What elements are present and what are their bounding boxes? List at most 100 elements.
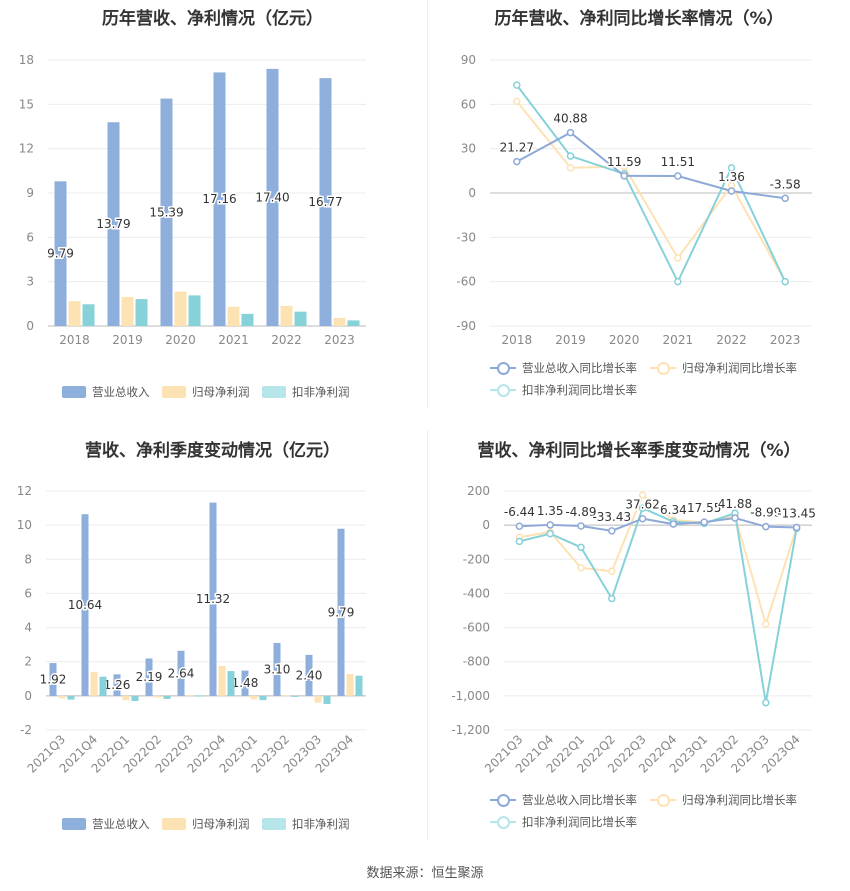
- legend-item-deducted-growth[interactable]: 扣非净利润同比增长率: [490, 814, 637, 830]
- legend-item-deducted-net[interactable]: 扣非净利润: [262, 384, 350, 400]
- legend-item-revenue-growth[interactable]: 营业总收入同比增长率: [490, 792, 637, 808]
- data-point: [731, 514, 739, 522]
- data-point: [577, 564, 585, 572]
- quarterly-revenue-profit-chart: 营收、净利季度变动情况（亿元） -2 0 2 4 6 8 10 12 2021Q3 2021Q4 2…: [0, 430, 425, 840]
- bar: [113, 674, 121, 696]
- data-label: 1.35: [537, 504, 564, 518]
- legend-label: 扣非净利润同比增长率: [522, 383, 637, 397]
- data-label: 1.36: [718, 170, 745, 184]
- y-tick-label: -600: [463, 621, 490, 635]
- y-tick-label: 6: [26, 230, 34, 244]
- bar: [282, 695, 290, 697]
- legend-swatch: [650, 794, 676, 807]
- x-tick-label: 2018: [59, 333, 90, 347]
- bar: [67, 695, 75, 700]
- bar: [323, 695, 331, 705]
- legend-swatch: [162, 818, 186, 830]
- data-point: [546, 529, 554, 538]
- chart-title: 营收、净利季度变动情况（亿元）: [85, 441, 340, 461]
- legend-label: 营业总收入: [92, 817, 150, 831]
- bar: [174, 291, 187, 326]
- data-label: 21.27: [500, 141, 534, 155]
- panel-divider: [427, 0, 428, 408]
- data-label: 40.88: [553, 112, 587, 126]
- y-tick-label: 8: [24, 552, 32, 566]
- data-label: 6.34: [660, 503, 687, 517]
- data-point: [620, 172, 628, 180]
- bar: [90, 671, 98, 696]
- bar: [280, 305, 293, 326]
- bar: [291, 695, 299, 697]
- data-label: 11.51: [661, 155, 695, 169]
- bar: [154, 695, 162, 698]
- legend-swatch: [490, 794, 516, 807]
- data-label: -3.58: [770, 177, 801, 191]
- x-tick-label: 2018: [502, 333, 533, 347]
- chart-plot: -20246810122021Q32021Q42022Q12022Q22022Q…: [17, 484, 366, 776]
- data-point: [762, 698, 770, 707]
- bar: [319, 78, 332, 326]
- legend-item-deducted-net[interactable]: 扣非净利润: [262, 816, 350, 832]
- bar: [259, 695, 267, 701]
- data-point: [608, 567, 616, 575]
- data-label: 15.39: [149, 205, 183, 219]
- data-point: [781, 277, 789, 286]
- legend-swatch: [62, 818, 86, 830]
- data-point: [566, 164, 575, 172]
- data-point: [513, 81, 521, 89]
- data-label: 11.32: [196, 592, 230, 606]
- legend-item-parent-growth[interactable]: 归母净利润同比增长率: [650, 360, 797, 376]
- bar: [188, 295, 201, 326]
- chart-legend: 营业总收入 归母净利润 扣非净利润: [0, 384, 425, 400]
- data-label: 13.79: [96, 217, 130, 231]
- bar: [131, 695, 139, 701]
- legend-item-deducted-growth[interactable]: 扣非净利润同比增长率: [490, 382, 637, 398]
- data-point: [515, 537, 524, 546]
- x-tick-label: 2020: [165, 333, 196, 347]
- data-point: [638, 491, 647, 500]
- chart-legend: 营业总收入 归母净利润 扣非净利润: [0, 816, 425, 832]
- bar: [227, 671, 235, 696]
- y-tick-label: 9: [26, 186, 34, 200]
- bar: [266, 68, 279, 326]
- data-label: 41.88: [718, 497, 752, 511]
- series-line: [516, 131, 786, 200]
- legend-item-revenue[interactable]: 营业总收入: [62, 384, 150, 400]
- legend-item-parent-growth[interactable]: 归母净利润同比增长率: [650, 792, 797, 808]
- legend-item-parent-net[interactable]: 归母净利润: [162, 384, 250, 400]
- legend-item-revenue-growth[interactable]: 营业总收入同比增长率: [490, 360, 637, 376]
- bar: [337, 528, 345, 696]
- legend-label: 扣非净利润同比增长率: [522, 815, 637, 829]
- x-tick-label: 2023: [770, 333, 801, 347]
- data-point: [513, 157, 521, 166]
- data-label: -8.99: [750, 506, 781, 520]
- data-label: 17.55: [687, 501, 721, 515]
- chart-plot: 0 3 6 9 12 15 18 2018 2019 2020 2021 2022 2023 9.79 13…: [19, 53, 366, 347]
- data-point: [762, 620, 770, 628]
- data-label: -33.43: [592, 510, 631, 524]
- bar: [241, 313, 254, 326]
- y-tick-label: 0: [26, 319, 34, 333]
- bar: [346, 674, 354, 696]
- legend-swatch: [490, 362, 516, 375]
- chart-title: 营收、净利同比增长率季度变动情况（%）: [477, 441, 801, 461]
- series-line: [519, 516, 797, 532]
- x-tick-label: 2022: [716, 333, 747, 347]
- y-tick-label: 12: [17, 484, 32, 498]
- data-point: [608, 527, 616, 535]
- bar: [121, 296, 134, 326]
- bar: [294, 311, 307, 326]
- legend-item-revenue[interactable]: 营业总收入: [62, 816, 150, 832]
- data-label: 3.10: [264, 662, 291, 676]
- data-point: [515, 522, 524, 530]
- legend-swatch: [262, 818, 286, 830]
- legend-label: 营业总收入同比增长率: [522, 793, 637, 807]
- legend-item-parent-net[interactable]: 归母净利润: [162, 816, 250, 832]
- series-line: [516, 100, 787, 283]
- y-tick-label: -60: [456, 275, 476, 289]
- bar: [195, 695, 203, 697]
- series-line: [519, 506, 798, 703]
- data-label: 9.79: [328, 605, 355, 619]
- x-tick-label: 2021: [663, 333, 694, 347]
- data-label: 17.40: [255, 190, 289, 204]
